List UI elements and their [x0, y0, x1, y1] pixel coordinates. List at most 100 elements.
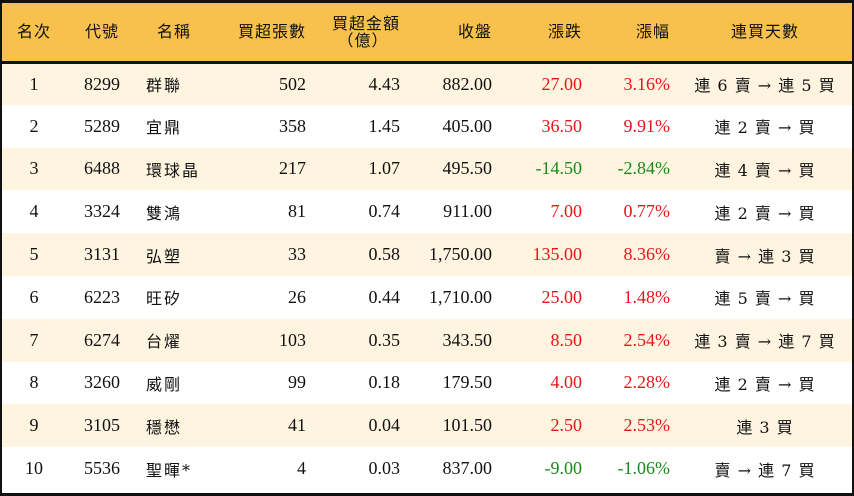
net-buy-amount-cell: 1.07 — [368, 158, 401, 179]
header-change-pct: 漲幅 — [635, 22, 670, 42]
change-pct-cell: -2.84% — [617, 158, 671, 179]
change-cell: 27.00 — [541, 73, 583, 94]
table-row: 8 3260 威剛 99 0.18 179.50 4.00 2.28% 連 2 … — [2, 361, 852, 405]
header-name: 名稱 — [156, 22, 191, 42]
net-buy-amount-cell: 0.44 — [368, 286, 401, 307]
net-buy-lots-cell: 99 — [288, 372, 306, 393]
name-cell: 威剛 — [146, 374, 183, 394]
net-buy-amount-cell: 0.04 — [368, 415, 401, 436]
change-pct-cell: 8.36% — [623, 244, 671, 265]
code-cell: 6223 — [84, 286, 120, 307]
net-buy-ranking-table: 名次 代號 名稱 買超張數 買超金額 （億） 收盤 漲跌 漲幅 連買天數 1 8… — [2, 3, 852, 490]
net-buy-amount-cell: 0.74 — [368, 201, 401, 222]
table-header-row: 名次 代號 名稱 買超張數 買超金額 （億） 收盤 漲跌 漲幅 連買天數 — [2, 3, 852, 62]
change-cell: -9.00 — [544, 458, 583, 479]
name-cell: 台燿 — [146, 332, 183, 352]
header-net-buy-amount: 買超金額 （億） — [306, 3, 406, 62]
table-row: 3 6488 環球晶 217 1.07 495.50 -14.50 -2.84%… — [2, 147, 852, 191]
net-buy-lots-cell: 103 — [279, 329, 306, 350]
header-rank: 名次 — [16, 22, 51, 42]
rank-cell: 3 — [29, 158, 39, 179]
close-cell: 343.50 — [442, 329, 493, 350]
net-buy-lots-cell: 502 — [279, 73, 306, 94]
name-cell: 穩懋 — [146, 417, 183, 437]
change-cell: 135.00 — [532, 244, 583, 265]
header-change: 漲跌 — [547, 22, 582, 42]
table-row: 9 3105 穩懋 41 0.04 101.50 2.50 2.53% 連 3 … — [2, 404, 852, 448]
code-cell: 5536 — [84, 458, 120, 479]
header-close: 收盤 — [457, 22, 492, 42]
name-cell: 雙鴻 — [146, 203, 183, 223]
table-row: 10 5536 聖暉* 4 0.03 837.00 -9.00 -1.06% 賣… — [2, 447, 852, 490]
change-pct-cell: 2.53% — [623, 415, 671, 436]
header-net-buy-lots: 買超張數 — [237, 22, 306, 42]
rank-cell: 6 — [29, 286, 39, 307]
header-net-buy-amount-line2: （億） — [337, 30, 389, 50]
net-buy-amount-cell: 0.03 — [368, 458, 401, 479]
change-cell: 2.50 — [550, 415, 583, 436]
code-cell: 8299 — [84, 73, 120, 94]
change-cell: 36.50 — [541, 115, 583, 136]
net-buy-lots-cell: 41 — [288, 415, 306, 436]
change-pct-cell: 3.16% — [623, 73, 671, 94]
streak-cell: 連 3 賣 → 連 7 買 — [694, 332, 836, 352]
close-cell: 837.00 — [442, 458, 493, 479]
name-cell: 群聯 — [146, 76, 183, 96]
streak-cell: 連 3 買 — [736, 417, 794, 437]
change-pct-cell: -1.06% — [617, 458, 671, 479]
net-buy-lots-cell: 358 — [279, 115, 306, 136]
close-cell: 1,750.00 — [429, 244, 492, 265]
code-cell: 3131 — [84, 244, 120, 265]
net-buy-lots-cell: 81 — [288, 201, 306, 222]
net-buy-amount-cell: 0.18 — [368, 372, 401, 393]
close-cell: 179.50 — [442, 372, 493, 393]
rank-cell: 10 — [25, 458, 43, 479]
close-cell: 1,710.00 — [429, 286, 492, 307]
net-buy-lots-cell: 4 — [297, 458, 306, 479]
close-cell: 405.00 — [442, 115, 493, 136]
table-row: 6 6223 旺矽 26 0.44 1,710.00 25.00 1.48% 連… — [2, 275, 852, 319]
header-net-buy-amount-line1: 買超金額 — [331, 13, 400, 33]
streak-cell: 連 2 賣 → 買 — [714, 203, 816, 223]
streak-cell: 賣 → 連 7 買 — [714, 460, 816, 480]
rank-cell: 5 — [29, 244, 39, 265]
streak-cell: 連 4 賣 → 買 — [714, 160, 816, 180]
net-buy-amount-cell: 4.43 — [368, 73, 401, 94]
name-cell: 聖暉* — [146, 460, 193, 480]
change-cell: 4.00 — [550, 372, 583, 393]
table-row: 7 6274 台燿 103 0.35 343.50 8.50 2.54% 連 3… — [2, 318, 852, 362]
net-buy-amount-cell: 1.45 — [368, 115, 401, 136]
change-pct-cell: 0.77% — [623, 201, 671, 222]
net-buy-lots-cell: 33 — [288, 244, 306, 265]
change-pct-cell: 9.91% — [623, 115, 671, 136]
change-pct-cell: 1.48% — [623, 286, 671, 307]
table-row: 4 3324 雙鴻 81 0.74 911.00 7.00 0.77% 連 2 … — [2, 190, 852, 234]
close-cell: 495.50 — [442, 158, 493, 179]
net-buy-lots-cell: 26 — [288, 286, 306, 307]
streak-cell: 連 5 賣 → 買 — [714, 289, 816, 309]
table-row: 5 3131 弘塑 33 0.58 1,750.00 135.00 8.36% … — [2, 233, 852, 276]
code-cell: 6488 — [84, 158, 120, 179]
rank-cell: 9 — [29, 415, 39, 436]
rank-cell: 2 — [29, 115, 39, 136]
net-buy-amount-cell: 0.35 — [368, 329, 401, 350]
streak-cell: 連 2 賣 → 買 — [714, 374, 816, 394]
change-cell: -14.50 — [535, 158, 583, 179]
close-cell: 882.00 — [442, 73, 493, 94]
streak-cell: 賣 → 連 3 買 — [714, 246, 816, 266]
close-cell: 911.00 — [443, 201, 492, 222]
name-cell: 弘塑 — [146, 246, 183, 266]
name-cell: 環球晶 — [146, 160, 201, 180]
rank-cell: 1 — [29, 73, 39, 94]
code-cell: 6274 — [84, 329, 120, 350]
table-row: 2 5289 宜鼎 358 1.45 405.00 36.50 9.91% 連 … — [2, 104, 852, 148]
header-code: 代號 — [84, 22, 119, 42]
change-cell: 8.50 — [550, 329, 583, 350]
change-pct-cell: 2.28% — [623, 372, 671, 393]
rank-cell: 4 — [29, 201, 39, 222]
table-row: 1 8299 群聯 502 4.43 882.00 27.00 3.16% 連 … — [2, 62, 852, 105]
code-cell: 3105 — [84, 415, 120, 436]
rank-cell: 7 — [29, 329, 39, 350]
code-cell: 3260 — [84, 372, 120, 393]
